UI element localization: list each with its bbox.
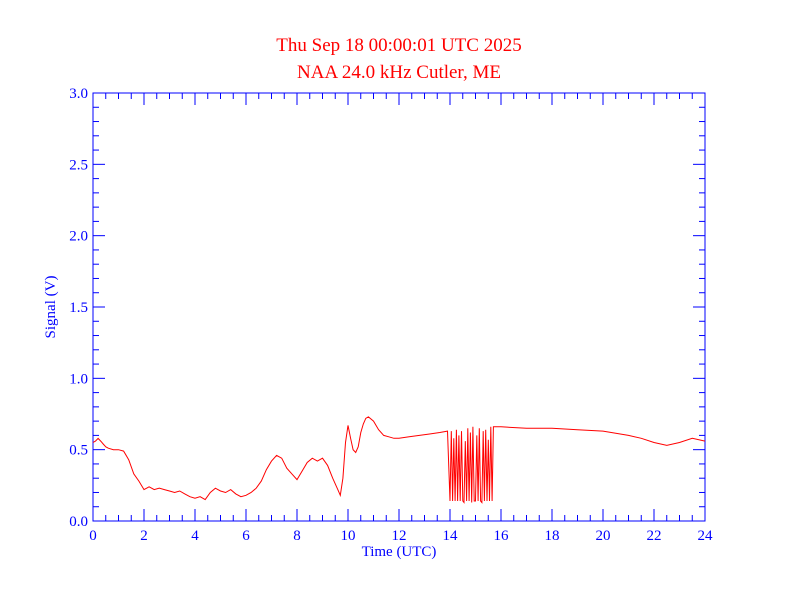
- y-tick-labels: 0.0 0.5 1.0 1.5 2.0 2.5 3.0: [69, 86, 88, 530]
- y-tick-label: 2.5: [69, 157, 88, 173]
- y-tick-label: 1.0: [69, 371, 88, 387]
- x-tick-label: 22: [647, 528, 662, 544]
- x-tick-label: 4: [191, 528, 199, 544]
- x-tick-label: 2: [140, 528, 148, 544]
- chart-subtitle: NAA 24.0 kHz Cutler, ME: [297, 62, 501, 83]
- x-tick-label: 14: [443, 528, 459, 544]
- x-tick-label: 24: [698, 528, 714, 544]
- x-tick-label: 6: [242, 528, 250, 544]
- plot-frame: [92, 92, 706, 522]
- x-tick-label: 10: [341, 528, 356, 544]
- x-tick-label: 8: [293, 528, 301, 544]
- y-tick-label: 3.0: [69, 86, 88, 102]
- y-tick-label: 2.0: [69, 229, 88, 245]
- signal-series-line: [92, 416, 706, 504]
- axis-ticks: [92, 92, 706, 522]
- x-tick-label: 0: [89, 528, 97, 544]
- y-tick-label: 0.5: [69, 443, 88, 459]
- x-tick-label: 12: [392, 528, 407, 544]
- x-tick-label: 18: [545, 528, 560, 544]
- chart-title: Thu Sep 18 00:00:01 UTC 2025: [276, 35, 521, 56]
- x-tick-label: 20: [596, 528, 611, 544]
- y-axis-label: Signal (V): [43, 276, 59, 339]
- x-tick-labels: 0 2 4 6 8 10 12 14 16 18 20 22 24: [89, 528, 713, 544]
- y-tick-label: 0.0: [69, 514, 88, 530]
- y-tick-label: 1.5: [69, 300, 88, 316]
- x-tick-label: 16: [494, 528, 510, 544]
- x-axis-label: Time (UTC): [362, 544, 437, 560]
